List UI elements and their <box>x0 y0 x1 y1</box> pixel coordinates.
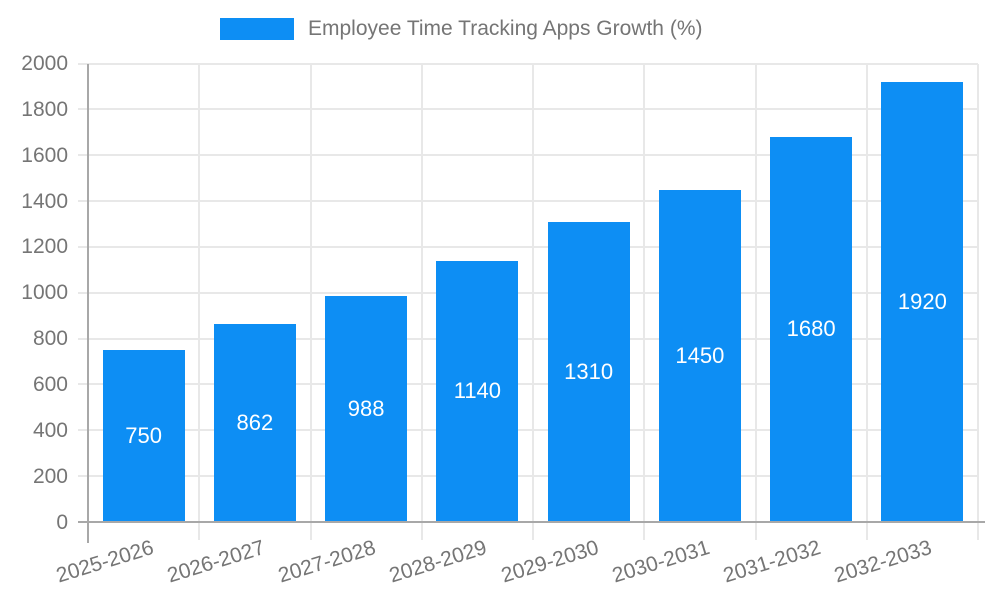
y-gridline <box>78 245 978 248</box>
y-axis-tick-label: 1000 <box>21 281 68 305</box>
bar-value-label: 1680 <box>786 316 836 342</box>
x-axis-tick-label: 2032-2033 <box>832 536 935 588</box>
bar[interactable]: 1310 <box>547 221 630 522</box>
bar-value-label: 1140 <box>453 378 502 404</box>
y-gridline <box>78 337 978 340</box>
bar[interactable]: 1140 <box>436 260 519 522</box>
bar[interactable]: 862 <box>213 324 296 522</box>
bar-value-label: 1450 <box>675 342 725 368</box>
y-gridline <box>78 429 978 432</box>
y-axis-tick-label: 600 <box>32 372 68 396</box>
x-gridline <box>754 63 757 540</box>
bar-value-label: 1920 <box>897 288 947 314</box>
y-gridline <box>78 200 978 203</box>
bar[interactable]: 1450 <box>658 189 741 522</box>
x-axis-tick-label: 2025-2026 <box>53 536 157 588</box>
y-axis-tick-label: 0 <box>56 510 68 534</box>
y-axis-tick-label: 1600 <box>21 143 68 167</box>
x-axis-tick-label: 2028-2029 <box>387 536 490 588</box>
bar[interactable]: 988 <box>325 295 408 522</box>
bar[interactable]: 1920 <box>881 81 964 522</box>
y-gridline <box>78 383 978 386</box>
x-gridline <box>977 63 979 540</box>
x-gridline <box>309 63 312 540</box>
bar-value-label: 750 <box>125 423 162 449</box>
x-axis-tick-label: 2031-2032 <box>720 536 824 588</box>
y-gridline <box>78 108 978 111</box>
y-gridline <box>78 475 978 478</box>
x-axis-tick-label: 2026-2027 <box>164 536 268 588</box>
y-axis-tick-label: 1400 <box>21 189 68 213</box>
y-gridline <box>78 62 978 65</box>
y-axis-tick-label: 1200 <box>21 235 68 259</box>
bar-value-label: 988 <box>347 395 385 421</box>
legend[interactable]: Employee Time Tracking Apps Growth (%) <box>220 17 702 41</box>
x-gridline <box>643 63 646 540</box>
y-axis-tick-label: 800 <box>32 327 68 351</box>
x-gridline <box>198 63 201 540</box>
bar-value-label: 862 <box>236 410 274 436</box>
y-axis-tick-label: 200 <box>32 464 68 488</box>
x-axis-tick-label: 2030-2031 <box>609 536 713 588</box>
x-axis-line <box>78 521 985 523</box>
y-axis-tick-label: 400 <box>32 418 68 442</box>
x-gridline <box>420 63 423 540</box>
x-gridline <box>532 63 534 540</box>
bar-value-label: 1310 <box>564 358 614 384</box>
y-axis-tick-label: 1800 <box>21 97 68 121</box>
x-axis-tick-label: 2027-2028 <box>275 536 379 588</box>
bar[interactable]: 750 <box>102 350 185 522</box>
y-axis-tick-label: 2000 <box>21 52 68 75</box>
x-axis-tick-label: 2029-2030 <box>498 536 602 588</box>
y-axis-line <box>87 63 89 543</box>
bar[interactable]: 1680 <box>770 136 853 522</box>
y-gridline <box>78 154 978 157</box>
legend-swatch <box>220 18 294 40</box>
x-gridline <box>865 63 868 540</box>
y-gridline <box>78 291 978 294</box>
legend-label: Employee Time Tracking Apps Growth (%) <box>308 17 703 40</box>
